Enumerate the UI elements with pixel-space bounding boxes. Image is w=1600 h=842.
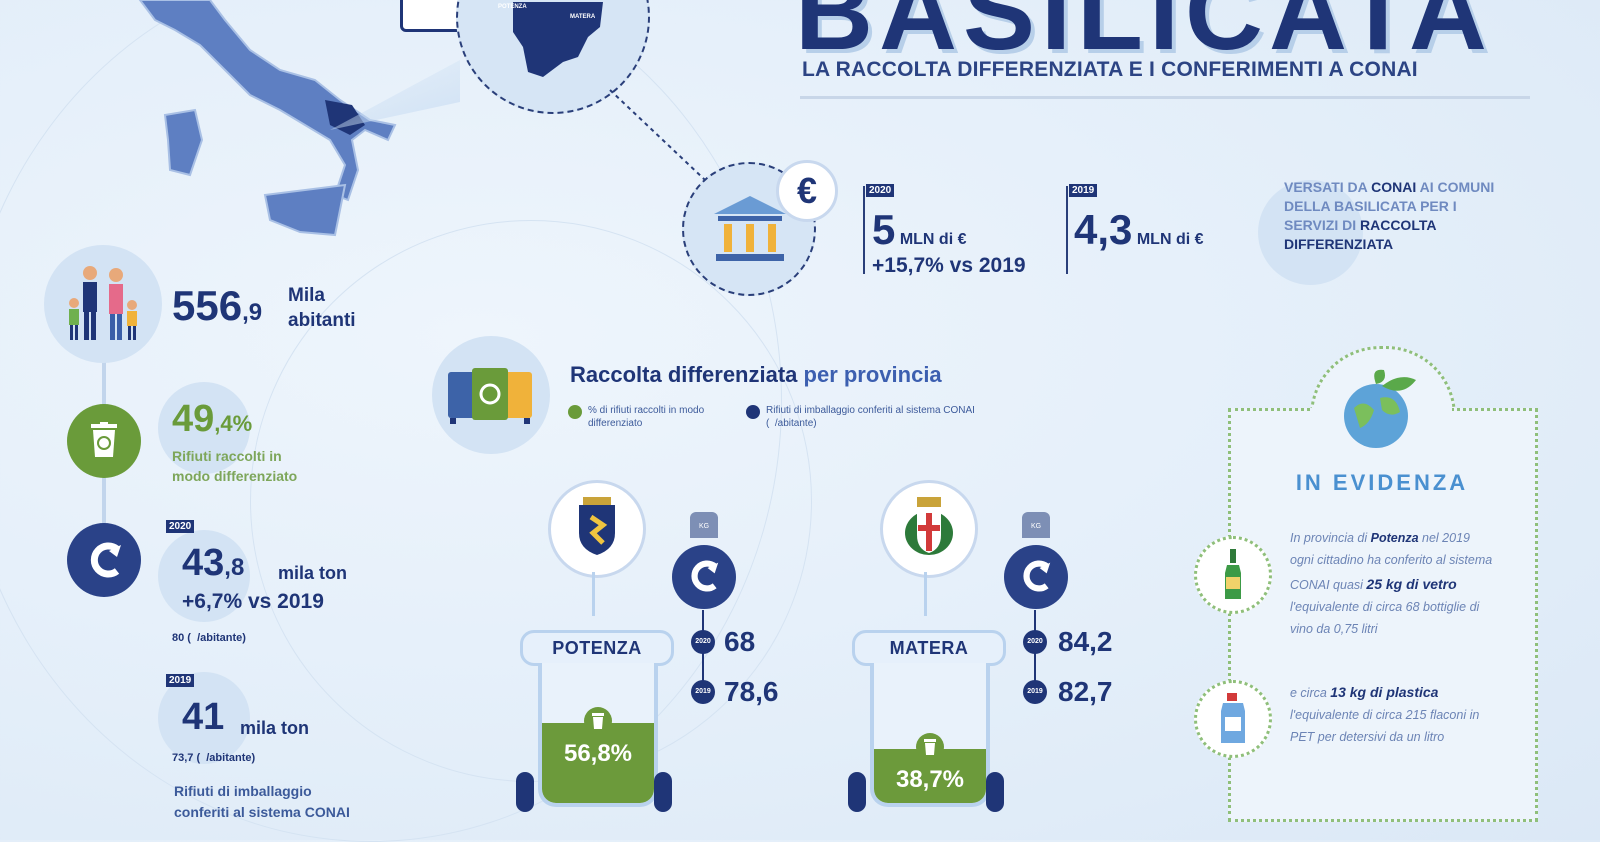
matera-value-a: 84,2 <box>1058 626 1113 657</box>
potenza-year-a: 2020 <box>691 630 715 654</box>
matera-coat-of-arms-icon <box>905 497 953 555</box>
family-icon <box>69 266 137 340</box>
euro-badge: € <box>776 160 838 222</box>
detergent-bottle-icon <box>1221 693 1245 743</box>
potenza-weight-handle: KG <box>690 512 718 538</box>
matera-bin: 38,7% <box>870 663 990 807</box>
evidenza-paragraph-2: e circa 13 kg di plastica l'equivalente … <box>1290 684 1480 744</box>
conai-logo-icon <box>1023 560 1051 592</box>
evidenza-card <box>1228 408 1538 822</box>
pack-2020-per-capita: 80 ( /abitante) <box>172 632 246 644</box>
contrib-note: VERSATI DA CONAI AI COMUNI DELLA BASILIC… <box>1284 179 1495 252</box>
bank-circle <box>682 162 816 296</box>
globe-leaf-icon <box>1344 369 1416 448</box>
pack-2019-value: 41 <box>182 696 225 738</box>
pack-year-2019: 2019 <box>166 674 195 687</box>
potenza-rd-fill: 56,8% <box>542 707 654 803</box>
contrib-year-2020: 2020 <box>866 184 895 197</box>
detergent-badge <box>1194 680 1272 758</box>
title-divider <box>800 96 1530 99</box>
pack-label-2: conferiti al sistema CONAI <box>174 804 350 820</box>
connector-line <box>609 89 706 181</box>
rd-label-1: Rifiuti raccolti in <box>172 448 282 464</box>
rd-circle <box>67 404 141 478</box>
contrib-2020-delta: +15,7% vs 2019 <box>872 254 1026 277</box>
matera-crest <box>880 480 978 578</box>
pack-2020-bubble <box>158 530 250 622</box>
provinces-title: Raccolta differenziata per provincia <box>570 362 942 387</box>
matera-wheel-right <box>986 772 1004 812</box>
pack-2019-bubble <box>158 672 250 764</box>
matera-wheel-left <box>848 772 866 812</box>
potenza-bin: 56,8% <box>538 663 658 807</box>
page-title: BASILICATA <box>795 0 1493 72</box>
rd-bubble <box>158 382 250 474</box>
matera-stem <box>924 572 927 616</box>
rd-label-2: modo differenziato <box>172 468 298 484</box>
contrib-2019-value: 4,3 MLN di € <box>1074 206 1204 253</box>
matera-label: MATERA <box>852 630 1006 666</box>
trash-icon <box>584 707 612 735</box>
pack-year-2020: 2020 <box>166 520 195 533</box>
pack-2020-unit: mila ton <box>278 563 348 583</box>
potenza-year-b: 2019 <box>691 680 715 704</box>
inset-label-matera: MATERA <box>570 14 596 20</box>
pack-2020-delta: +6,7% vs 2019 <box>182 590 324 613</box>
trash-icon <box>916 733 944 761</box>
matera-conai-circle <box>1004 545 1068 609</box>
bottle-badge <box>1194 536 1272 614</box>
contrib-year-2019: 2019 <box>1069 184 1098 197</box>
pack-label-1: Rifiuti di imballaggio <box>174 783 312 799</box>
legend-green-dot <box>568 405 582 419</box>
legend-navy-label: Rifiuti di imballaggio conferiti al sist… <box>766 405 978 429</box>
matera-value-b: 82,7 <box>1058 676 1113 707</box>
potenza-wheel-left <box>516 772 534 812</box>
pack-2019-unit: mila ton <box>240 718 310 738</box>
potenza-label: POTENZA <box>520 630 674 666</box>
contrib-2020-divider <box>863 186 865 274</box>
rd-value: 49,4% <box>172 398 253 440</box>
pack-2020-value: 43,8 <box>182 542 245 584</box>
evidenza-paragraph-1: In provincia di Potenza nel 2019 ogni ci… <box>1290 531 1493 636</box>
trash-recycle-icon <box>91 422 117 457</box>
contrib-2019-divider <box>1066 186 1068 274</box>
matera-year-b: 2019 <box>1023 680 1047 704</box>
potenza-coat-of-arms-icon <box>579 497 615 555</box>
italy-map <box>138 0 397 237</box>
matera-rd-fill: 38,7% <box>874 733 986 803</box>
bins-circle <box>432 336 550 454</box>
legend-navy-dot <box>746 405 760 419</box>
potenza-value-b: 78,6 <box>724 676 779 707</box>
potenza-value-a: 68 <box>724 626 756 657</box>
potenza-conai-circle <box>672 545 736 609</box>
population-unit-2: abitanti <box>288 310 356 331</box>
matera-weight-handle: KG <box>1022 512 1050 538</box>
potenza-rd-label: 56,8% <box>563 740 633 767</box>
potenza-stem <box>592 572 595 616</box>
note-bubble <box>1258 180 1363 285</box>
population-value: 556,9 <box>172 282 263 329</box>
bank-icon <box>714 196 786 261</box>
population-unit-1: Mila <box>288 285 325 306</box>
contrib-2020-value: 5 MLN di € <box>872 206 967 253</box>
matera-year-a: 2020 <box>1023 630 1047 654</box>
potenza-crest <box>548 480 646 578</box>
recycle-bins-icon <box>448 368 532 424</box>
conai-circle <box>67 523 141 597</box>
inset-label-potenza: POTENZA <box>498 4 527 10</box>
potenza-wheel-right <box>654 772 672 812</box>
wine-bottle-icon <box>1225 549 1241 599</box>
conai-logo-icon <box>691 560 719 592</box>
matera-rd-label: 38,7% <box>895 766 965 793</box>
conai-logo-icon <box>90 542 121 578</box>
evidenza-title: IN EVIDENZA <box>1295 470 1469 495</box>
population-circle <box>44 245 162 363</box>
page-subtitle: LA RACCOLTA DIFFERENZIATA E I CONFERIMEN… <box>802 58 1418 81</box>
pack-2019-per-capita: 73,7 ( /abitante) <box>172 752 256 764</box>
legend-green-label: % di rifiuti raccolti in modo differenzi… <box>588 405 705 429</box>
